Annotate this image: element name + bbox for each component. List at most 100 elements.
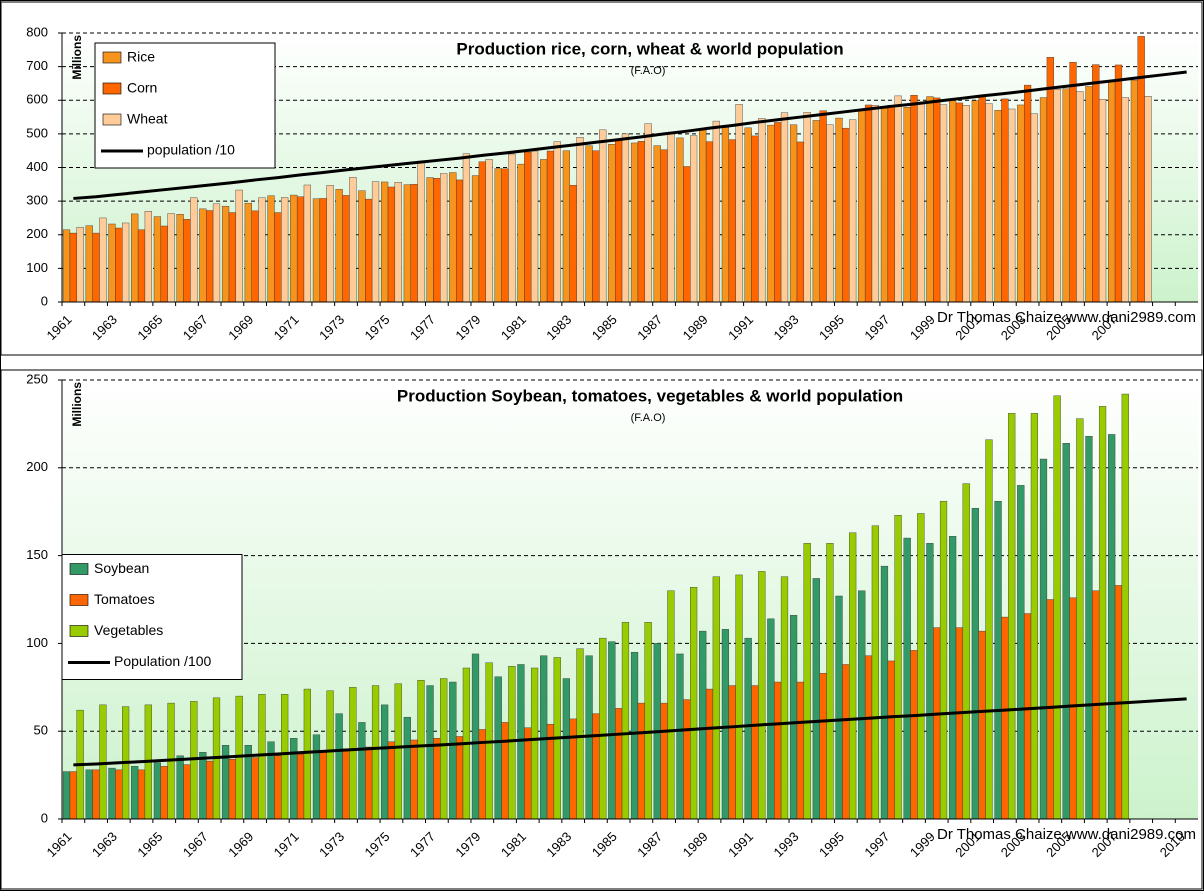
bar (530, 150, 539, 303)
bar (1046, 57, 1054, 303)
y-tick-label: 300 (26, 193, 48, 208)
chart-title: Production Soybean, tomatoes, vegetables… (397, 386, 903, 405)
bar (199, 208, 207, 303)
bar (939, 104, 948, 303)
bar (349, 687, 357, 820)
bar (358, 190, 366, 303)
bar (478, 161, 486, 303)
bar (183, 764, 191, 820)
bar (835, 117, 843, 303)
bar (1039, 458, 1048, 820)
bar (1069, 62, 1077, 303)
bar (160, 766, 168, 820)
bar (660, 149, 668, 303)
bar (290, 738, 298, 820)
chart-title: Production rice, corn, wheat & world pop… (456, 39, 843, 58)
legend-swatch (69, 625, 89, 637)
bar (705, 688, 714, 820)
bar (258, 197, 266, 303)
bar (251, 757, 259, 820)
bar (690, 135, 698, 303)
bar (744, 127, 752, 303)
bar (849, 119, 857, 303)
bar (780, 576, 789, 820)
bar (562, 678, 570, 820)
bar (1108, 80, 1116, 303)
bar (251, 210, 259, 303)
bar (789, 615, 798, 820)
bar (508, 666, 516, 820)
bar (592, 150, 600, 303)
y-tick-label: 100 (26, 635, 48, 650)
bar (592, 713, 600, 820)
bar (903, 107, 911, 303)
bar (774, 122, 782, 303)
bar (115, 227, 123, 303)
bar (576, 137, 584, 303)
bar (335, 713, 343, 820)
bar (971, 100, 979, 303)
legend-box (94, 42, 276, 169)
bar (608, 641, 616, 820)
bar (540, 159, 548, 303)
bar (342, 748, 350, 820)
bar (1114, 64, 1123, 303)
y-tick-label: 250 (26, 371, 48, 386)
bar (728, 139, 736, 303)
bar (910, 95, 918, 303)
bar (417, 680, 425, 820)
y-tick-label: 0 (41, 810, 48, 825)
bar (767, 124, 775, 303)
chart-subtitle: (F.A.O) (631, 412, 666, 424)
bar (621, 133, 630, 303)
bar (335, 189, 343, 303)
bar (440, 678, 448, 820)
bar (955, 102, 964, 303)
bar (183, 219, 191, 303)
population-line (73, 697, 1187, 767)
bar (326, 690, 334, 820)
bar (501, 722, 509, 820)
bar (494, 168, 502, 303)
y-tick-label: 600 (26, 92, 48, 107)
bar (621, 622, 630, 820)
bar (637, 141, 645, 303)
bar (615, 708, 623, 820)
legend-swatch (102, 82, 122, 95)
bar (530, 667, 539, 820)
bar (199, 752, 207, 820)
bar (994, 110, 1002, 303)
bar (1053, 395, 1061, 820)
y-tick-label: 800 (26, 24, 48, 39)
bar (858, 110, 866, 303)
bar (455, 179, 464, 303)
bar (917, 513, 925, 820)
bar (296, 196, 305, 303)
bar (994, 500, 1002, 820)
bar (933, 97, 941, 303)
bar (137, 769, 146, 820)
y-tick-label: 500 (26, 125, 48, 140)
bar (85, 225, 93, 303)
bar (403, 184, 411, 303)
bar (546, 150, 555, 303)
bar (108, 767, 116, 820)
bar (887, 660, 895, 820)
bar (108, 223, 116, 303)
bar (660, 702, 668, 820)
bar (819, 673, 827, 820)
bar (676, 653, 684, 820)
bar (880, 107, 889, 303)
bar (690, 587, 698, 820)
bar (569, 185, 577, 303)
bar (858, 590, 866, 820)
bar (1069, 597, 1077, 820)
bar (1076, 91, 1084, 303)
bar (721, 629, 730, 820)
bar (312, 734, 321, 820)
legend-label: Vegetables (94, 622, 163, 638)
bar (153, 762, 162, 820)
chart-subtitle: (F.A.O) (631, 65, 666, 77)
bar (455, 736, 464, 820)
